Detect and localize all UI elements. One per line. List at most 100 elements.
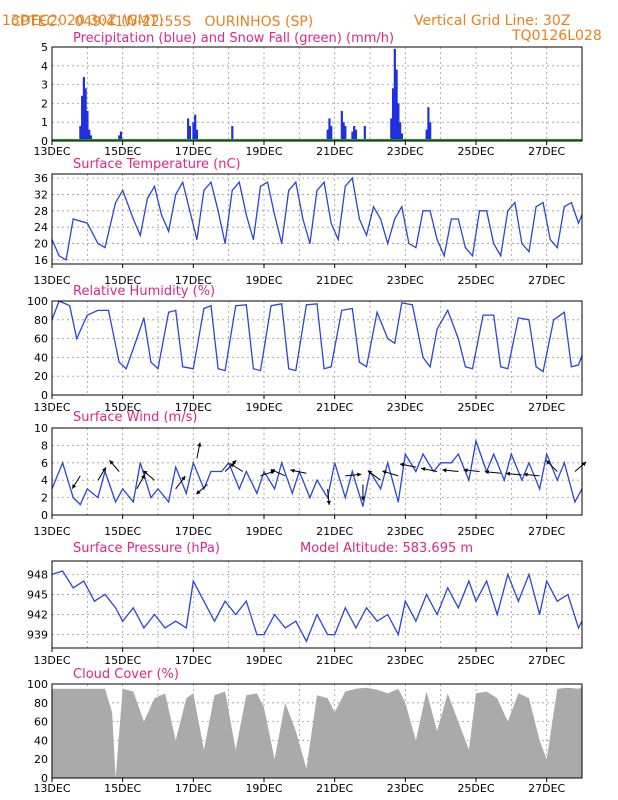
rh-point — [365, 366, 368, 368]
wind-point — [316, 479, 318, 481]
wind-point — [115, 501, 117, 503]
model-code: TQ0126L028 — [512, 28, 602, 44]
pressure-point — [316, 613, 318, 616]
rh-point — [157, 368, 159, 370]
y-tick-label: 3 — [41, 79, 48, 92]
rh-point — [150, 361, 152, 363]
temp-point — [486, 210, 488, 212]
y-tick-label: 948 — [27, 568, 48, 581]
pressure-title: Surface Pressure (hPa) — [73, 541, 220, 556]
wind-arrow-head — [399, 462, 405, 467]
pressure-point — [539, 613, 541, 616]
source-label: CPTEC: — [10, 14, 62, 30]
temp-point — [274, 214, 276, 216]
x-tick-label: 19DEC — [245, 145, 282, 158]
rh-point — [305, 304, 307, 306]
rh-point — [358, 361, 360, 363]
wind-point — [274, 488, 276, 490]
x-tick-label: 21DEC — [316, 145, 353, 158]
rh-point — [482, 314, 484, 316]
precip-bar — [194, 114, 197, 141]
y-tick-label: 5 — [41, 41, 48, 54]
rh-point — [245, 304, 247, 306]
temp-point — [238, 181, 240, 183]
temp-point — [86, 222, 88, 224]
wind-point — [309, 497, 311, 499]
wind-arrow-head — [360, 496, 366, 501]
rh-point — [577, 364, 580, 366]
wind-point — [415, 470, 417, 473]
wind-point — [387, 462, 389, 464]
rh-point — [447, 309, 449, 311]
pressure-point — [507, 573, 509, 575]
x-tick-label: 25DEC — [457, 654, 494, 667]
pressure-point — [327, 634, 329, 636]
x-tick-label: 23DEC — [387, 782, 424, 795]
precip-bar — [187, 118, 190, 141]
wind-arrow-head — [143, 470, 148, 475]
temp-point — [72, 218, 74, 220]
wind-point — [185, 492, 187, 494]
temp-point — [436, 238, 438, 241]
pressure-point — [567, 593, 569, 596]
wind-point — [422, 453, 424, 455]
pressure-point — [256, 634, 258, 636]
y-tick-label: 1 — [41, 116, 48, 129]
x-tick-label: 23DEC — [387, 274, 424, 287]
precip-bar — [363, 125, 366, 141]
wind-point — [521, 479, 523, 481]
y-tick-label: 100 — [27, 295, 48, 308]
x-tick-label: 27DEC — [528, 274, 565, 287]
y-tick-label: 945 — [27, 588, 48, 601]
x-tick-label: 21DEC — [316, 274, 353, 287]
pressure-point — [224, 600, 226, 602]
wind-arrow-head — [109, 460, 114, 465]
wind-point — [546, 453, 548, 455]
y-tick-label: 16 — [34, 254, 48, 267]
x-tick-label: 15DEC — [104, 654, 141, 667]
temp-point — [535, 206, 537, 208]
temp-point — [203, 189, 205, 191]
precip-bar — [79, 125, 82, 141]
wind-arrow-head — [290, 468, 295, 473]
y-tick-label: 6 — [41, 457, 48, 470]
wind-arrow-head — [181, 476, 186, 481]
pressure-point — [425, 593, 428, 596]
precip-bar — [81, 95, 84, 141]
x-tick-label: 17DEC — [175, 654, 212, 667]
precip-bar — [390, 118, 393, 141]
y-tick-label: 60 — [34, 333, 48, 346]
rh-point — [528, 319, 530, 321]
rh-point — [394, 342, 396, 344]
pressure-point — [468, 580, 470, 582]
temp-point — [493, 242, 495, 245]
x-tick-label: 13DEC — [33, 782, 70, 795]
temp-point — [337, 238, 339, 241]
temp-panel: 16 20 24 28 32 36 13DEC 15DEC 17DEC 19DEC 21DEC 23D… — [33, 157, 583, 287]
wind-point — [475, 440, 477, 442]
rh-point — [542, 370, 544, 373]
temp-point — [365, 234, 368, 236]
pressure-point — [153, 613, 156, 616]
rh-point — [210, 305, 212, 307]
precip-bar — [351, 131, 354, 141]
y-tick-label: 2 — [41, 97, 48, 110]
wind-point — [245, 470, 247, 473]
pressure-point — [528, 573, 530, 575]
x-tick-label: 23DEC — [387, 145, 424, 158]
wind-point — [556, 479, 558, 481]
rh-point — [203, 307, 205, 310]
pressure-point — [83, 580, 85, 582]
y-tick-label: 2 — [41, 492, 48, 505]
y-tick-label: 8 — [41, 439, 48, 452]
temp-point — [168, 230, 170, 232]
wind-point — [574, 501, 576, 503]
temp-point — [323, 181, 325, 183]
temp-point — [252, 238, 254, 241]
precip-bar — [397, 103, 400, 141]
precip-bar — [427, 107, 430, 141]
pressure-point — [62, 570, 64, 572]
rh-frame — [51, 300, 583, 396]
cloud-panel: 0 20 40 60 80 100 13DEC 15DEC 17DEC 19DEC 21DEC 23D… — [27, 667, 583, 795]
precip-bar — [86, 110, 89, 141]
